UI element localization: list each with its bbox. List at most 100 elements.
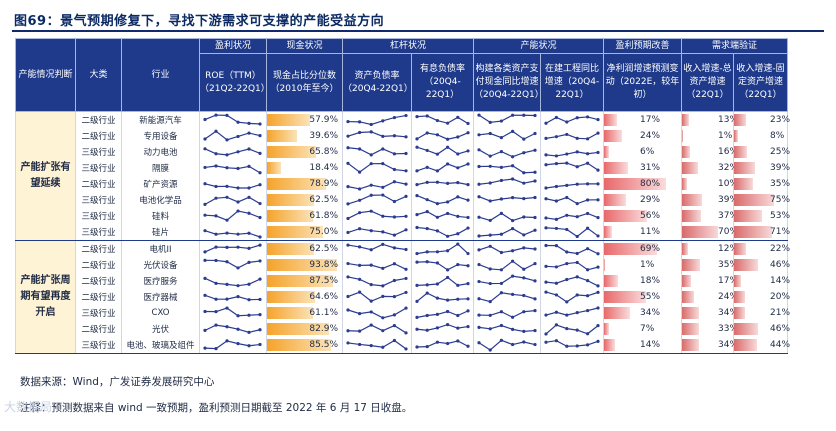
spark-point xyxy=(499,291,503,295)
spark-point xyxy=(346,341,350,345)
roe-trend xyxy=(199,192,267,208)
spark-point xyxy=(346,243,350,247)
value-label: 17% xyxy=(640,115,661,125)
spark-point xyxy=(392,338,396,343)
table-row: 二级行业 专用设备 39.6% 24% 1% 8% xyxy=(16,128,788,144)
spark-point xyxy=(435,180,439,184)
spark-point xyxy=(575,202,579,206)
sparkline xyxy=(347,307,407,319)
spark-point xyxy=(544,153,548,157)
spark-point xyxy=(258,312,262,317)
spark-point xyxy=(586,343,590,347)
spark-point xyxy=(522,233,526,237)
spark-point xyxy=(369,344,373,348)
spark-point xyxy=(477,279,481,284)
spark-point xyxy=(544,163,548,167)
sparkline-chart xyxy=(203,229,262,239)
spark-point xyxy=(477,248,481,252)
value-bar xyxy=(734,291,745,303)
sparkline xyxy=(204,114,261,125)
sparkline-chart xyxy=(203,182,262,190)
spark-point xyxy=(404,194,408,199)
spark-point xyxy=(488,348,492,352)
sparkline-chart xyxy=(544,115,600,125)
spark-point xyxy=(466,344,470,348)
spark-point xyxy=(435,340,439,344)
spark-point xyxy=(477,234,481,238)
value-label: 39.6% xyxy=(309,131,338,141)
sparkline xyxy=(478,292,536,303)
sparkline-chart xyxy=(346,242,408,252)
spark-point xyxy=(575,328,579,332)
watermark: 大数据局 xyxy=(4,400,53,414)
spark-point xyxy=(369,162,373,166)
spark-point xyxy=(554,199,558,203)
sparkline xyxy=(545,340,599,347)
sparkline xyxy=(347,262,407,270)
spark-point xyxy=(358,187,362,191)
spark-point xyxy=(236,209,240,213)
spark-point xyxy=(258,215,262,220)
sparkline-chart xyxy=(544,150,600,158)
roe-trend xyxy=(199,273,267,289)
value-bar xyxy=(682,226,718,238)
value-bar xyxy=(682,194,702,206)
value-bar xyxy=(604,259,605,271)
spark-point xyxy=(575,150,579,154)
spark-point xyxy=(247,330,251,334)
spark-point xyxy=(477,195,481,199)
value-bar xyxy=(604,210,648,222)
spark-point xyxy=(596,234,600,238)
value-bar xyxy=(267,130,297,142)
value-bar xyxy=(267,291,316,303)
spark-point xyxy=(425,148,429,153)
value-label: 34% xyxy=(718,340,739,350)
spark-point xyxy=(225,153,229,157)
spark-point xyxy=(247,298,251,302)
spark-point xyxy=(358,263,362,268)
spark-point xyxy=(225,231,229,235)
spark-point xyxy=(544,280,548,284)
header-capacity-group: 产能状况 xyxy=(473,38,604,54)
spark-point xyxy=(404,276,408,281)
spark-point xyxy=(596,131,600,135)
spark-point xyxy=(575,344,579,348)
spark-point xyxy=(488,120,492,124)
spark-point xyxy=(381,193,385,197)
sparkline xyxy=(347,243,407,251)
spark-point xyxy=(586,115,590,119)
spark-point xyxy=(586,279,590,283)
spark-point xyxy=(477,313,481,317)
spark-point xyxy=(554,184,558,189)
spark-point xyxy=(203,147,207,151)
interest-trend xyxy=(411,305,474,321)
spark-point xyxy=(435,326,439,330)
value-label: 13% xyxy=(718,115,739,125)
capex-trend xyxy=(473,224,541,241)
sparkline xyxy=(478,149,536,158)
sparkline-chart xyxy=(415,193,470,206)
value-bar xyxy=(604,323,610,335)
spark-point xyxy=(425,283,429,287)
header-asset-growth: 收入增速-固定资产增速（22Q1） xyxy=(733,53,788,112)
sparkline-chart xyxy=(544,195,600,206)
value-bar xyxy=(682,291,695,303)
sparkline-chart xyxy=(544,339,600,348)
spark-point xyxy=(544,226,548,230)
spark-point xyxy=(499,250,503,255)
value-label: 62.5% xyxy=(309,195,338,205)
spark-point xyxy=(554,339,558,343)
construction-trend xyxy=(540,224,604,241)
spark-point xyxy=(596,182,600,186)
industry-cell: 动力电池 xyxy=(121,144,200,160)
spark-point xyxy=(258,122,262,126)
spark-point xyxy=(456,181,460,185)
spark-point xyxy=(369,283,373,287)
spark-point xyxy=(511,155,515,159)
spark-point xyxy=(575,251,579,256)
spark-point xyxy=(203,202,207,206)
spark-point xyxy=(565,344,569,348)
spark-point xyxy=(554,226,558,231)
spark-point xyxy=(247,246,251,250)
value-bar xyxy=(604,275,618,287)
